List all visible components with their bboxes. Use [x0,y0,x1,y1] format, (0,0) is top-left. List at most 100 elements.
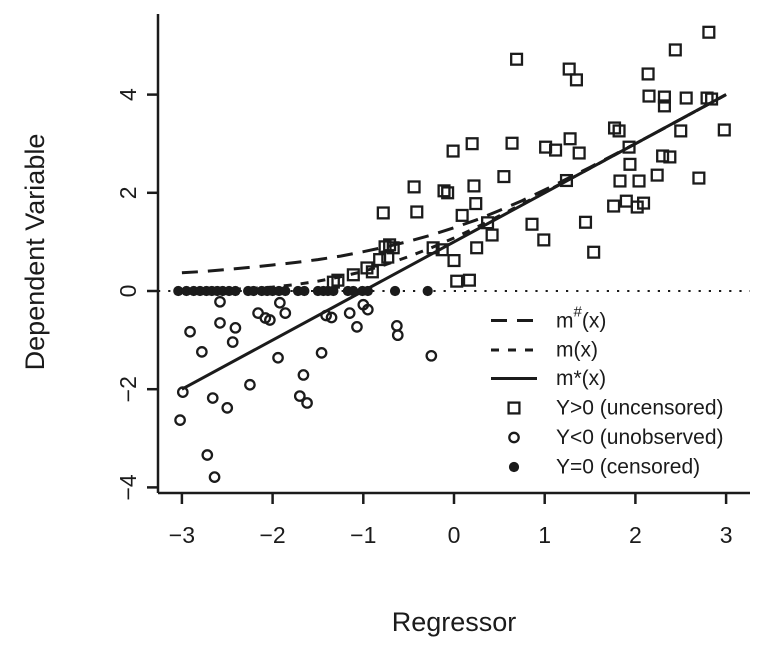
points-uncensored [326,25,731,289]
data-point [381,250,395,264]
axes [156,14,750,495]
legend-item: m#(x) [491,303,606,332]
legend-label: Y>0 (uncensored) [556,397,724,420]
data-point [425,349,438,362]
x-tick-label: 3 [720,522,733,548]
legend-item: Y=0 (censored) [508,456,700,479]
data-point [641,67,655,81]
data-point [569,73,583,87]
data-point [650,168,664,182]
data-point [293,390,306,402]
data-point [226,336,239,348]
data-point [362,285,373,297]
data-point [702,25,716,39]
data-point [505,136,519,150]
data-point [299,285,310,297]
data-point [176,386,189,398]
x-axis-title: Regressor [392,607,517,637]
y-tick-label: −2 [115,376,141,402]
data-point [274,296,286,309]
y-tick-label: 4 [115,88,141,101]
data-point [446,144,460,158]
data-point [578,215,593,229]
data-point [657,99,671,113]
data-point [637,196,651,210]
data-point [470,241,484,255]
data-point [264,314,276,326]
data-point [361,303,374,316]
data-point [469,197,483,211]
data-point [642,89,656,103]
data-point [206,392,219,404]
data-point [510,52,524,66]
data-point [613,174,627,188]
data-point [174,414,186,426]
plot-area: −3 −2 −1 0 1 2 3 −4 −2 0 2 4 m#(x) m(x) m*(x) Y>0 (unce… [115,14,750,548]
data-point [437,184,451,198]
data-point [410,205,424,219]
data-point [559,173,574,188]
data-point [663,150,677,164]
data-point [373,253,387,267]
data-point [389,285,401,297]
data-point [301,397,313,409]
data-point [221,402,234,414]
legend-label: m(x) [556,339,598,362]
x-tick-label: −1 [350,522,376,548]
y-axis-title: Dependent Variable [20,134,50,371]
points-unobserved [174,295,438,483]
data-point [465,137,479,151]
legend-label: m#(x) [556,303,606,332]
data-point [391,329,404,342]
legend-symbol [508,461,520,473]
data-point [407,180,421,194]
data-point [632,174,646,188]
y-axis-ticks: −4 −2 0 2 4 [115,88,158,501]
data-point [351,320,363,333]
data-point [196,346,208,358]
data-point [391,320,403,332]
legend-item: Y<0 (unobserved) [508,426,724,449]
data-point [272,351,284,364]
data-point [572,146,586,160]
points-censored [173,285,433,297]
data-point [365,265,379,279]
data-point [244,378,256,391]
legend: m#(x) m(x) m*(x) Y>0 (uncensored) Y<0 (unobs… [491,303,724,479]
legend-label: Y<0 (unobserved) [556,426,724,449]
data-point [450,274,464,288]
data-point [692,171,706,185]
data-point [467,179,481,193]
data-point [214,295,226,308]
data-point [383,238,397,252]
data-point [525,217,539,231]
legend-label: Y=0 (censored) [556,456,700,479]
data-point [587,245,601,259]
legend-symbol [507,401,521,415]
data-point [343,307,356,319]
data-point [679,91,693,105]
data-point [325,311,338,324]
data-point [668,43,682,57]
data-point [623,157,637,171]
data-point [562,62,576,76]
x-tick-label: 0 [448,522,461,548]
data-point [315,347,328,359]
data-point [376,206,390,220]
data-point [208,471,221,483]
x-tick-label: 1 [538,522,551,548]
data-point [563,132,577,146]
data-point [279,307,292,319]
data-point [447,254,461,268]
series-line [181,93,727,391]
data-point [280,285,291,297]
data-point [455,208,469,222]
data-point [201,449,214,461]
data-point [612,124,626,138]
data-point [320,309,332,322]
data-point [173,285,184,297]
y-tick-label: 2 [115,186,141,199]
legend-symbol [508,431,520,444]
